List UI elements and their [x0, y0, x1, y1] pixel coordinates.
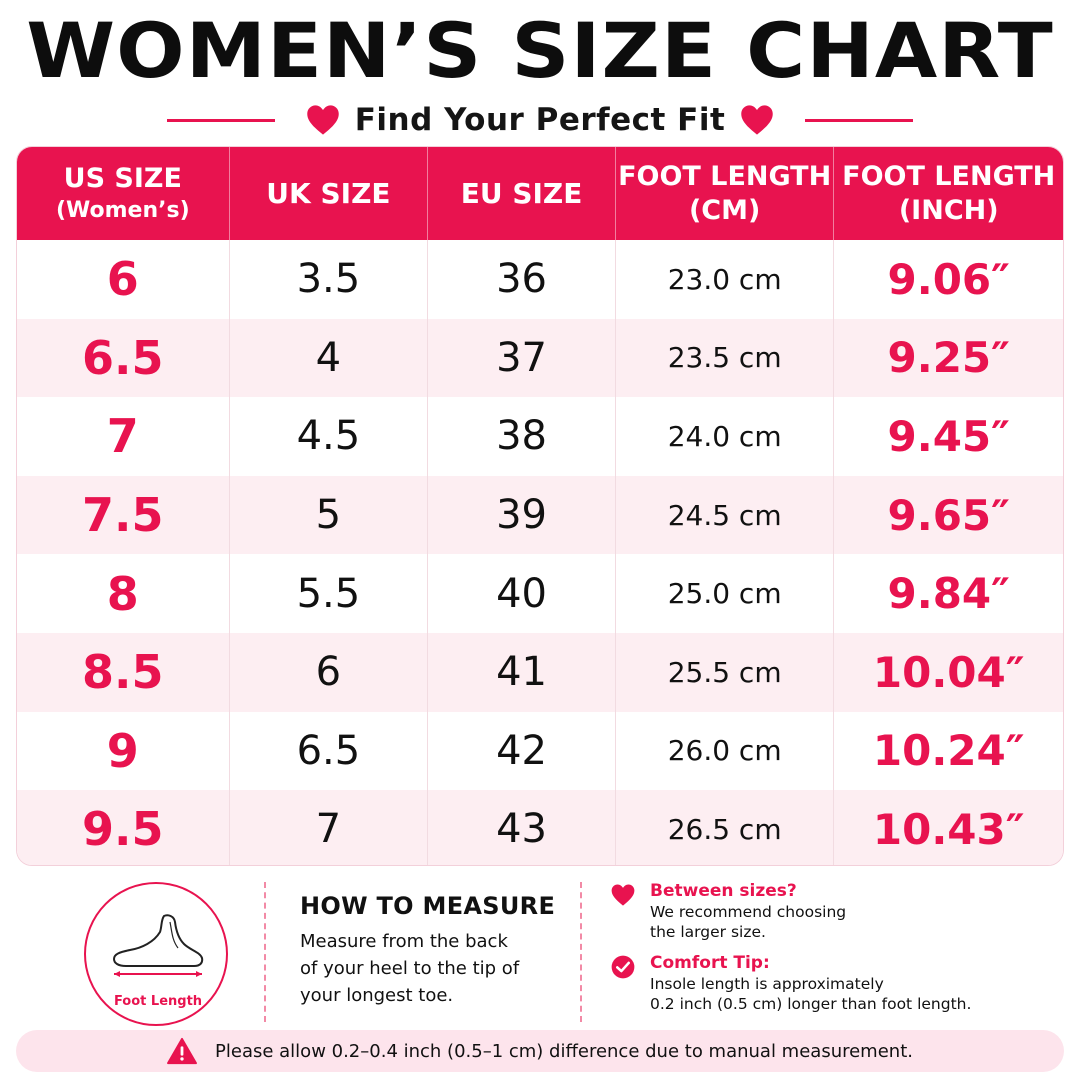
cell-uk: 6.5 — [230, 711, 429, 791]
info-section: Foot Length HOW TO MEASURE Measure from … — [0, 870, 1080, 1030]
cell-inch: 10.04″ — [872, 647, 1025, 697]
subtitle-row: Find Your Perfect Fit — [0, 98, 1080, 142]
header-uk-size: UK SIZE — [230, 147, 429, 240]
header-foot-length-inch: FOOT LENGTH (INCH) — [842, 160, 1056, 226]
table-header: US SIZE (Women’s) UK SIZE EU SIZE FOOT L… — [17, 147, 1063, 240]
cell-eu: 43 — [428, 790, 616, 865]
page-title: WOMEN’S SIZE CHART — [26, 6, 1054, 95]
heart-icon — [306, 105, 339, 135]
cell-uk: 3.5 — [230, 240, 429, 319]
table-row: 8.5 6 41 25.5 cm 10.04″ — [17, 632, 1063, 712]
divider — [580, 882, 582, 1022]
subtitle-left-line — [166, 118, 275, 122]
cell-cm: 26.0 cm — [616, 711, 835, 791]
header-us-size: US SIZE (Women’s) — [17, 147, 230, 240]
how-to-measure-title: HOW TO MEASURE — [300, 892, 556, 920]
foot-icon — [112, 914, 204, 977]
note-text: Please allow 0.2–0.4 inch (0.5–1 cm) dif… — [215, 1040, 913, 1062]
cell-us: 6.5 — [17, 318, 230, 398]
cell-eu: 40 — [428, 554, 616, 633]
table-row: 9 6.5 42 26.0 cm 10.24″ — [17, 711, 1063, 791]
cell-us: 7 — [17, 397, 230, 476]
cell-inch: 9.25″ — [887, 333, 1010, 383]
cell-eu: 37 — [428, 318, 616, 398]
divider — [264, 882, 266, 1022]
cell-eu: 42 — [428, 711, 616, 791]
cell-us: 7.5 — [17, 475, 230, 555]
how-to-measure: HOW TO MEASURE Measure from the back of … — [300, 892, 560, 1009]
table-row: 9.5 7 43 26.5 cm 10.43″ — [17, 790, 1063, 865]
header-foot-length-cm: FOOT LENGTH (CM) — [616, 147, 835, 240]
cell-eu: 36 — [428, 240, 616, 319]
cell-cm: 25.5 cm — [616, 632, 835, 712]
heart-icon — [611, 884, 635, 906]
cell-inch: 9.06″ — [887, 254, 1010, 304]
check-circle-icon — [611, 955, 635, 979]
cell-us: 6 — [17, 240, 230, 319]
table-row: 8 5.5 40 25.0 cm 9.84″ — [17, 554, 1063, 633]
cell-inch: 10.24″ — [872, 726, 1025, 776]
header-eu-size: EU SIZE — [428, 147, 616, 240]
cell-eu: 38 — [428, 397, 616, 476]
cell-uk: 5 — [230, 475, 429, 555]
cell-cm: 26.5 cm — [616, 790, 835, 865]
tip-between-sizes: Between sizes? We recommend choosing the… — [610, 880, 1050, 942]
cell-us: 9.5 — [17, 790, 230, 865]
cell-us: 8 — [17, 554, 230, 633]
cell-uk: 6 — [230, 632, 429, 712]
cell-inch: 10.43″ — [872, 804, 1025, 854]
cell-inch: 9.65″ — [887, 490, 1010, 540]
size-table: US SIZE (Women’s) UK SIZE EU SIZE FOOT L… — [16, 146, 1064, 866]
cell-inch: 9.45″ — [887, 411, 1010, 461]
tips: Between sizes? We recommend choosing the… — [610, 880, 1050, 1014]
table-body: 6 3.5 36 23.0 cm 9.06″ 6.5 4 37 23.5 cm … — [17, 240, 1063, 865]
foot-diagram: Foot Length — [84, 882, 228, 1026]
page-subtitle: Find Your Perfect Fit — [354, 102, 726, 138]
cell-us: 8.5 — [17, 632, 230, 712]
table-row: 6 3.5 36 23.0 cm 9.06″ — [17, 240, 1063, 319]
measurement-note: Please allow 0.2–0.4 inch (0.5–1 cm) dif… — [16, 1030, 1064, 1072]
cell-eu: 41 — [428, 632, 616, 712]
how-to-measure-text: Measure from the back of your heel to th… — [300, 931, 520, 1006]
cell-eu: 39 — [428, 475, 616, 555]
subtitle-right-line — [805, 118, 914, 122]
cell-cm: 23.5 cm — [616, 318, 835, 398]
cell-cm: 25.0 cm — [616, 554, 835, 633]
heart-icon — [741, 105, 774, 135]
warning-icon — [167, 1037, 197, 1065]
cell-cm: 24.0 cm — [616, 397, 835, 476]
table-row: 6.5 4 37 23.5 cm 9.25″ — [17, 318, 1063, 398]
cell-uk: 7 — [230, 790, 429, 865]
table-row: 7 4.5 38 24.0 cm 9.45″ — [17, 397, 1063, 476]
tip-comfort: Comfort Tip: Insole length is approximat… — [610, 952, 1050, 1014]
cell-uk: 4.5 — [230, 397, 429, 476]
cell-uk: 5.5 — [230, 554, 429, 633]
cell-cm: 24.5 cm — [616, 475, 835, 555]
cell-us: 9 — [17, 711, 230, 791]
cell-inch: 9.84″ — [887, 569, 1010, 619]
foot-length-label: Foot Length — [113, 994, 203, 1009]
cell-uk: 4 — [230, 318, 429, 398]
cell-cm: 23.0 cm — [616, 240, 835, 319]
table-row: 7.5 5 39 24.5 cm 9.65″ — [17, 475, 1063, 555]
